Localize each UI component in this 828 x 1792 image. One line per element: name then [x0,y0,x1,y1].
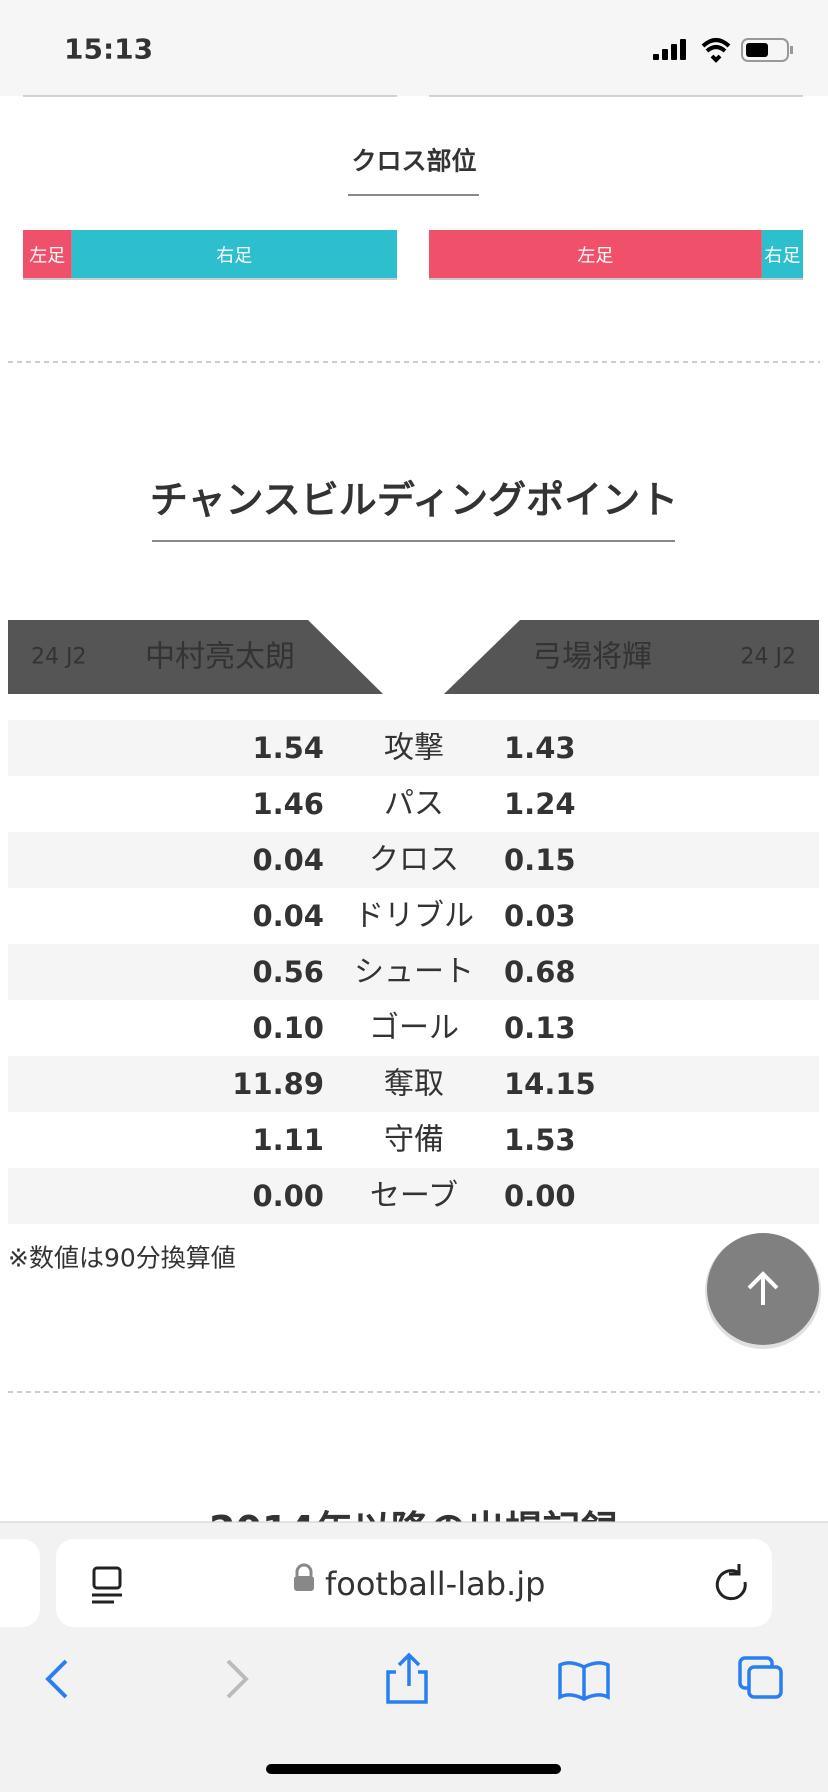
left-value: 0.56 [252,955,324,989]
row-bg [8,944,819,1000]
row-bg [8,720,819,776]
bar-segment [23,230,72,278]
player-header [444,620,819,694]
left-value: 1.11 [252,1123,324,1157]
bar-label: 右足 [764,246,800,267]
cross-bars: 左足 右足 左足 右足 [23,230,803,280]
url[interactable]: football-lab.jp [325,1565,545,1603]
section-title: チャンスビルディングポイント [150,478,678,522]
bar-shadow [23,278,397,280]
reload-icon[interactable] [715,1564,747,1601]
row-bg [8,1168,819,1224]
player-name: 弓場将輝 [532,640,652,675]
stat-label: パス [384,787,444,822]
left-value: 0.10 [252,1011,324,1045]
left-value: 1.46 [252,787,324,821]
right-value: 0.15 [504,843,576,877]
home-indicator [266,1764,561,1774]
stat-label: 攻撃 [384,731,444,766]
right-value: 1.43 [504,731,576,765]
player-header [8,620,383,694]
left-value: 0.04 [252,899,324,933]
bar-segment [761,230,803,278]
back-to-top[interactable] [705,1233,821,1349]
stat-label: クロス [369,843,459,878]
share-button[interactable] [386,1652,428,1704]
signal-icon [653,39,686,60]
bar-segment [71,230,398,278]
right-value: 14.15 [504,1067,596,1101]
reader-icon[interactable] [92,1566,122,1604]
stat-label: セーブ [370,1179,458,1214]
right-value: 0.68 [504,955,576,989]
note: ※数値は90分換算値 [8,1244,236,1273]
section-title: クロス部位 [351,147,476,176]
stat-label: 奪取 [384,1067,444,1102]
bookmarks-button[interactable] [558,1661,610,1701]
stats-table: 1.54 攻撃 1.43 1.46 パス 1.24 0.04 クロス 0.15 0.04 ドリブル 0… [8,720,819,1224]
row-bg [8,1056,819,1112]
right-value: 1.53 [504,1123,576,1157]
status-bar [0,0,828,96]
bar-label: 左足 [577,246,613,267]
tabs-button[interactable] [738,1656,783,1699]
address-bar[interactable] [56,1539,772,1627]
prev-tab[interactable] [0,1539,40,1627]
right-value: 1.24 [504,787,576,821]
right-value: 0.00 [504,1179,576,1213]
left-value: 11.89 [232,1067,324,1101]
bar-segment [429,230,762,278]
right-value: 0.03 [504,899,576,933]
forward-button[interactable] [226,1659,249,1699]
stat-label: 守備 [384,1123,444,1158]
time: 15:13 [64,33,153,66]
row-bg [8,832,819,888]
stat-label: ゴール [369,1011,459,1046]
battery-icon [741,38,793,62]
stat-label: ドリブル [354,899,474,934]
bar-label: 左足 [29,246,65,267]
right-value: 0.13 [504,1011,576,1045]
left-value: 0.00 [252,1179,324,1213]
left-value: 1.54 [252,731,324,765]
back-button[interactable] [45,1659,68,1699]
player-name: 中村亮太朗 [145,640,295,675]
bar-shadow [429,278,803,280]
wifi-icon [701,38,731,63]
left-value: 0.04 [252,843,324,877]
bar-label: 右足 [216,246,252,267]
stat-label: シュート [354,955,474,990]
season: 24 J2 [741,645,796,670]
season: 24 J2 [31,645,86,670]
lock-icon [294,1563,314,1591]
